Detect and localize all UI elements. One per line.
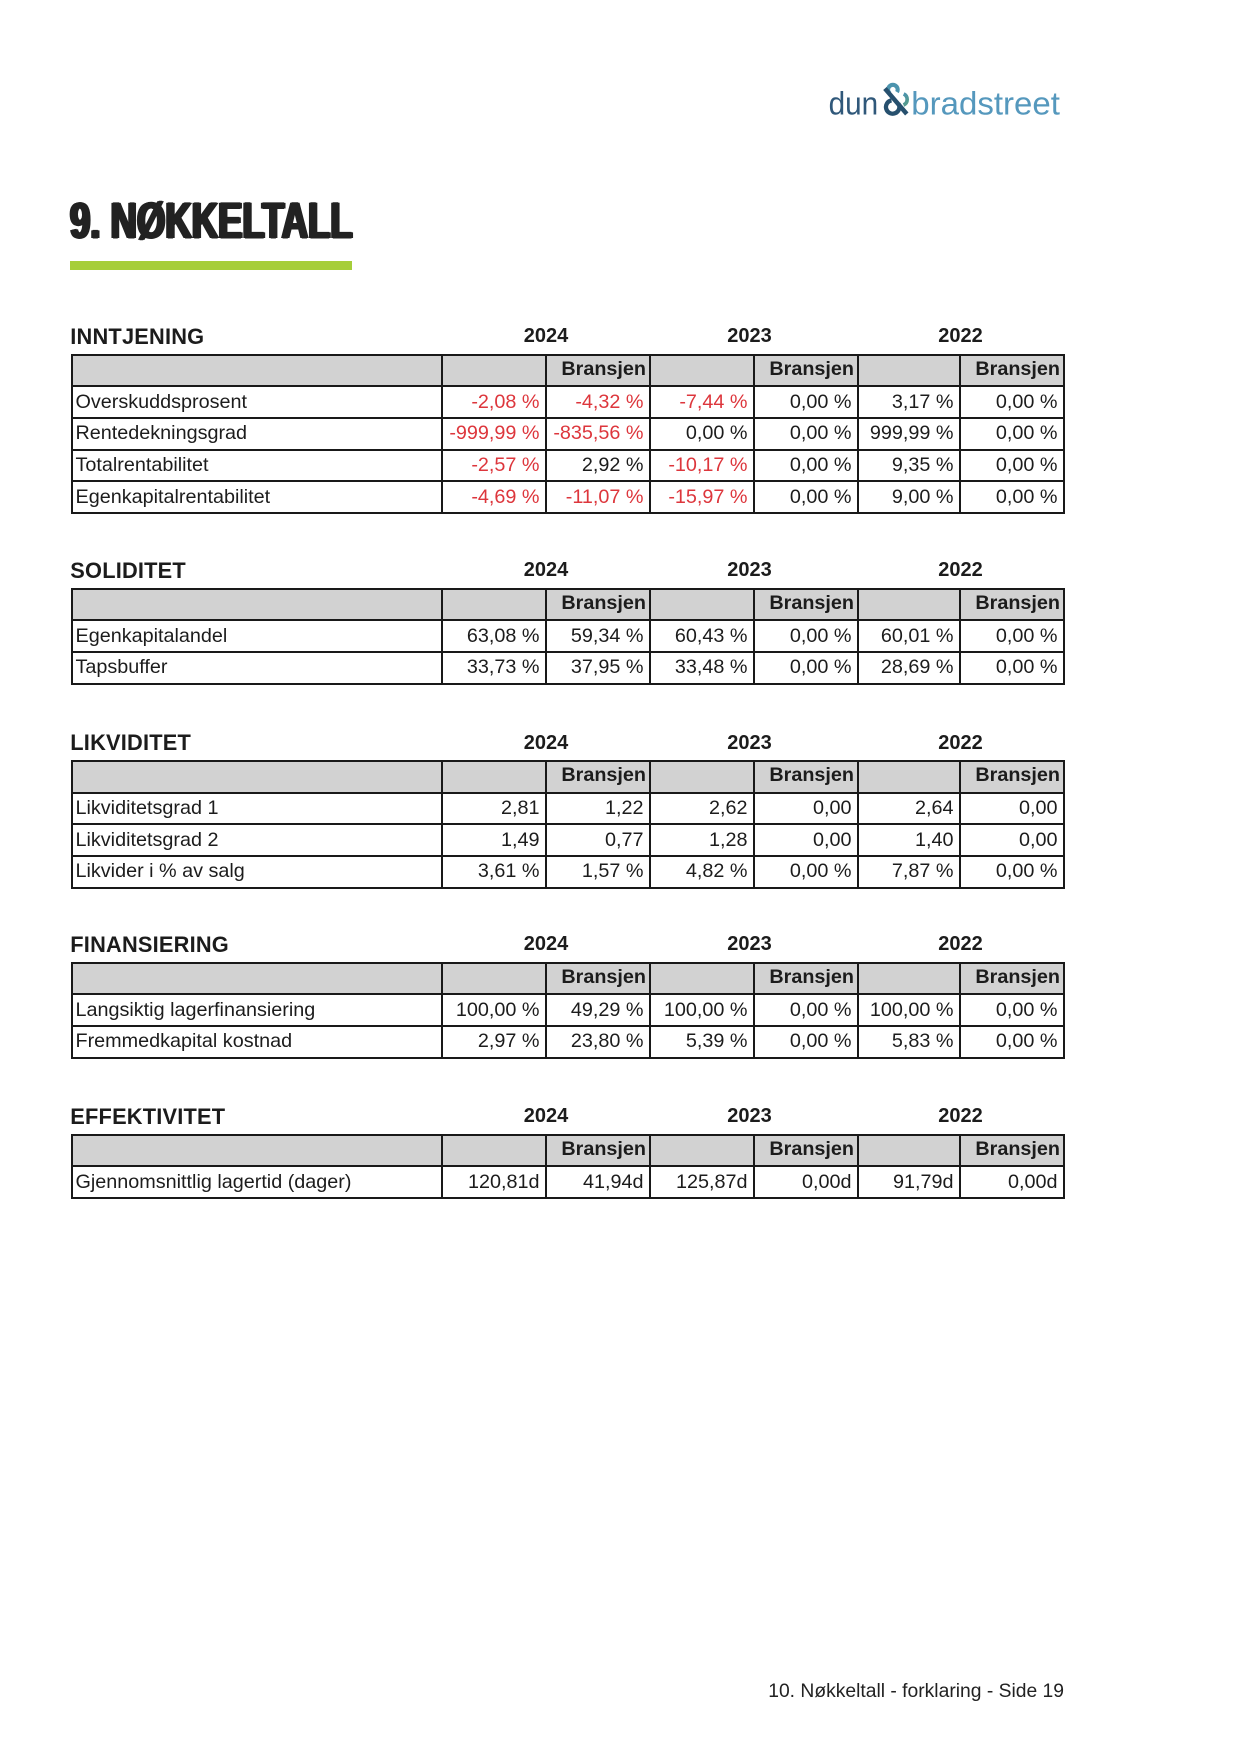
svg-text:dun: dun xyxy=(829,86,879,122)
svg-text:bradstreet: bradstreet xyxy=(911,86,1060,122)
